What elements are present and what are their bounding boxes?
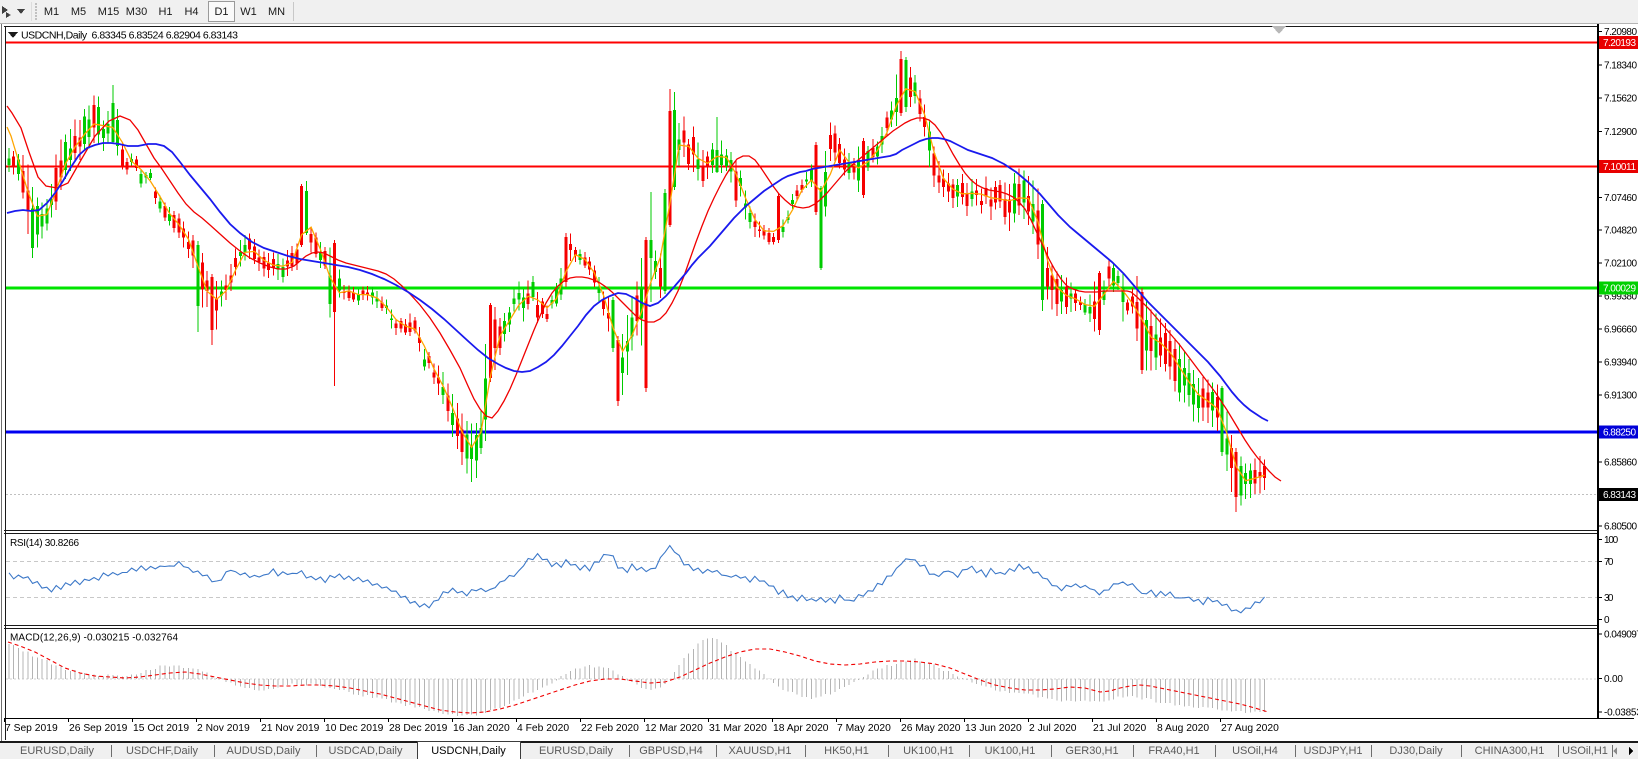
svg-text:0.00: 0.00	[1604, 674, 1623, 685]
svg-text:7 May 2020: 7 May 2020	[837, 723, 891, 734]
svg-text:USDCHF,Daily: USDCHF,Daily	[126, 745, 199, 757]
svg-text:21 Jul 2020: 21 Jul 2020	[1093, 723, 1147, 734]
svg-text:7.20193: 7.20193	[1603, 38, 1636, 49]
svg-text:7.20980: 7.20980	[1604, 27, 1637, 38]
svg-text:31 Mar 2020: 31 Mar 2020	[709, 723, 767, 734]
svg-text:MN: MN	[268, 6, 285, 18]
svg-text:FRA40,H1: FRA40,H1	[1148, 745, 1199, 757]
svg-text:2 Jul 2020: 2 Jul 2020	[1029, 723, 1077, 734]
svg-text:6.80500: 6.80500	[1604, 522, 1637, 533]
svg-text:8 Aug 2020: 8 Aug 2020	[1157, 723, 1209, 734]
svg-text:UK100,H1: UK100,H1	[903, 745, 954, 757]
svg-text:6.99380: 6.99380	[1604, 292, 1637, 303]
svg-text:12 Mar 2020: 12 Mar 2020	[645, 723, 703, 734]
svg-text:2 Nov 2019: 2 Nov 2019	[197, 723, 250, 734]
svg-text:M5: M5	[71, 6, 86, 18]
svg-text:DJ30,Daily: DJ30,Daily	[1389, 745, 1443, 757]
svg-text:4 Feb 2020: 4 Feb 2020	[517, 723, 569, 734]
svg-text:GER30,H1: GER30,H1	[1065, 745, 1118, 757]
svg-text:7.07460: 7.07460	[1604, 193, 1637, 204]
svg-text:10 Dec 2019: 10 Dec 2019	[325, 723, 384, 734]
svg-text:XAUUSD,H1: XAUUSD,H1	[729, 745, 792, 757]
svg-text:W1: W1	[240, 6, 257, 18]
svg-text:HK50,H1: HK50,H1	[824, 745, 869, 757]
svg-text:7.10011: 7.10011	[1603, 162, 1636, 173]
svg-text:22 Feb 2020: 22 Feb 2020	[581, 723, 639, 734]
svg-text:USOil,H1: USOil,H1	[1562, 745, 1608, 757]
svg-text:70: 70	[1604, 557, 1614, 568]
svg-text:6.96660: 6.96660	[1604, 325, 1637, 336]
svg-text:7.12900: 7.12900	[1604, 127, 1637, 138]
svg-text:6.88250: 6.88250	[1603, 428, 1636, 439]
svg-text:0: 0	[1604, 615, 1610, 626]
svg-text:USDCNH,Daily 6.83345 6.83524: USDCNH,Daily 6.83345 6.83524 6.82904 6.8…	[21, 30, 238, 42]
svg-text:H4: H4	[184, 6, 198, 18]
svg-text:7.15620: 7.15620	[1604, 94, 1637, 105]
svg-text:-0.03853: -0.03853	[1604, 708, 1638, 719]
svg-text:21 Nov 2019: 21 Nov 2019	[261, 723, 320, 734]
svg-text:M15: M15	[98, 6, 119, 18]
svg-text:27 Aug 2020: 27 Aug 2020	[1221, 723, 1279, 734]
svg-text:M1: M1	[44, 6, 59, 18]
svg-text:D1: D1	[214, 6, 228, 18]
svg-text:6.85860: 6.85860	[1604, 458, 1637, 469]
svg-text:USDCNH,Daily: USDCNH,Daily	[431, 745, 506, 757]
svg-text:6.93940: 6.93940	[1604, 358, 1637, 369]
svg-text:0.049097: 0.049097	[1604, 630, 1638, 641]
svg-text:15 Oct 2019: 15 Oct 2019	[133, 723, 189, 734]
svg-text:MACD(12,26,9) -0.030215 -0.032: MACD(12,26,9) -0.030215 -0.032764	[10, 633, 178, 644]
svg-text:30: 30	[1604, 593, 1614, 604]
svg-text:USDJPY,H1: USDJPY,H1	[1303, 745, 1362, 757]
svg-text:7.02100: 7.02100	[1604, 259, 1637, 270]
svg-text:6.91300: 6.91300	[1604, 391, 1637, 402]
svg-text:16 Jan 2020: 16 Jan 2020	[453, 723, 510, 734]
svg-text:7.18340: 7.18340	[1604, 61, 1637, 72]
svg-text:AUDUSD,Daily: AUDUSD,Daily	[227, 745, 301, 757]
svg-text:28 Dec 2019: 28 Dec 2019	[389, 723, 448, 734]
svg-text:GBPUSD,H4: GBPUSD,H4	[639, 745, 703, 757]
svg-text:13 Jun 2020: 13 Jun 2020	[965, 723, 1022, 734]
svg-text:USDCAD,Daily: USDCAD,Daily	[329, 745, 403, 757]
svg-text:26 Sep 2019: 26 Sep 2019	[69, 723, 128, 734]
svg-text:100: 100	[1604, 535, 1619, 546]
svg-text:H1: H1	[158, 6, 172, 18]
svg-text:26 May 2020: 26 May 2020	[901, 723, 961, 734]
svg-text:18 Apr 2020: 18 Apr 2020	[773, 723, 829, 734]
svg-text:7 Sep 2019: 7 Sep 2019	[5, 723, 58, 734]
svg-text:USOil,H4: USOil,H4	[1232, 745, 1278, 757]
svg-text:UK100,H1: UK100,H1	[985, 745, 1036, 757]
svg-text:7.04820: 7.04820	[1604, 226, 1637, 237]
svg-text:RSI(14) 30.8266: RSI(14) 30.8266	[10, 538, 79, 549]
svg-text:EURUSD,Daily: EURUSD,Daily	[20, 745, 94, 757]
svg-text:EURUSD,Daily: EURUSD,Daily	[539, 745, 613, 757]
svg-text:CHINA300,H1: CHINA300,H1	[1475, 745, 1545, 757]
svg-text:M30: M30	[126, 6, 147, 18]
svg-text:6.83143: 6.83143	[1603, 490, 1636, 501]
svg-text:7.00029: 7.00029	[1603, 284, 1636, 295]
